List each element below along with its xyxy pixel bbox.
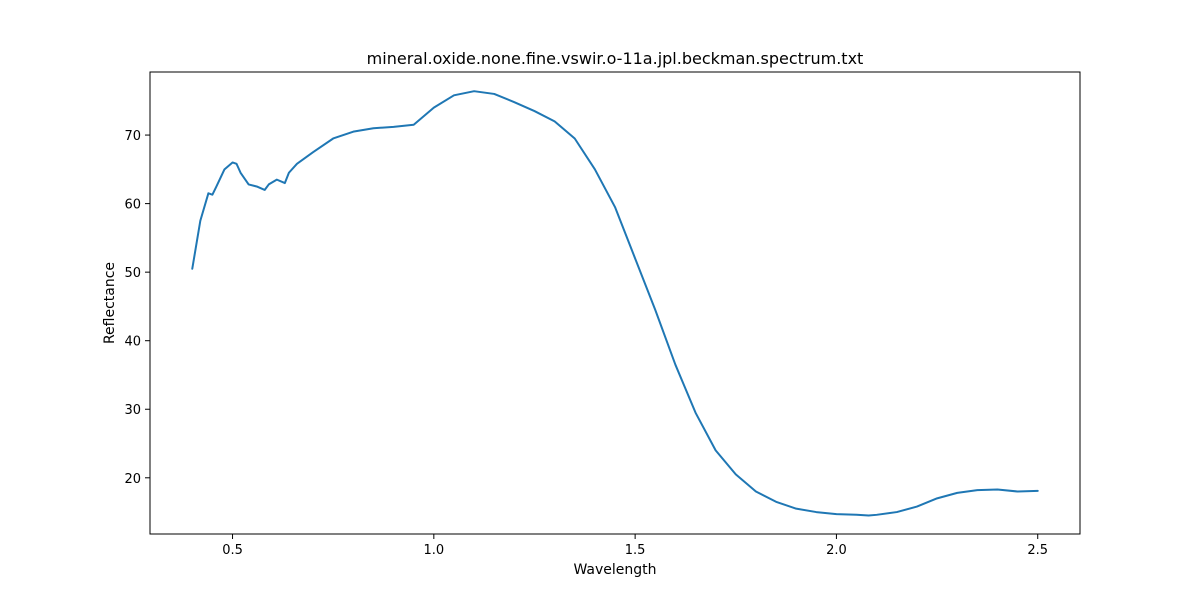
axes-layer: 0.5 1.0 1.5 2.0 2.5 20 30 40 50 60 70	[124, 71, 1081, 558]
x-tick-label: 2.5	[1027, 543, 1048, 558]
x-tick-label: 0.5	[222, 543, 243, 558]
x-tick-label: 1.5	[625, 543, 646, 558]
y-tick-label: 60	[124, 198, 141, 213]
y-tick-label: 40	[124, 335, 141, 350]
plot-area	[150, 72, 1080, 534]
y-tick-label: 50	[124, 266, 141, 281]
y-tick-label: 70	[124, 129, 141, 144]
series-line-0	[191, 90, 1039, 517]
plot-frame	[149, 71, 1081, 535]
y-tick-label: 20	[124, 472, 141, 487]
chart-title: mineral.oxide.none.fine.vswir.o-11a.jpl.…	[367, 49, 864, 68]
marks-layer	[191, 90, 1039, 517]
y-tick-label: 30	[124, 403, 141, 418]
y-axis-label: Reflectance	[102, 262, 118, 344]
x-axis-label: Wavelength	[573, 562, 656, 578]
x-tick-label: 2.0	[826, 543, 847, 558]
x-tick-label: 1.0	[423, 543, 444, 558]
